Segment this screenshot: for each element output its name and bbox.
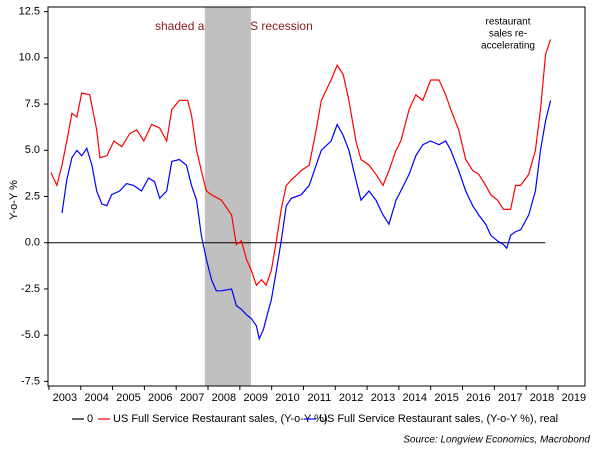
legend-label: 0 — [87, 413, 93, 425]
y-axis-label: Y-o-Y % — [8, 180, 20, 220]
x-tick-label: 2012 — [339, 392, 363, 404]
y-tick-label: 7.5 — [25, 98, 40, 110]
x-tick-label: 2016 — [466, 392, 490, 404]
x-tick-label: 2006 — [148, 392, 172, 404]
legend-label: US Full Service Restaurant sales, (Y-o-Y… — [319, 413, 558, 425]
callout-line: restaurant — [485, 17, 530, 28]
y-tick-label: -2.5 — [21, 283, 40, 295]
callout-line: sales re- — [489, 29, 527, 40]
x-tick-label: 2015 — [434, 392, 458, 404]
y-tick-label: -5.0 — [21, 329, 40, 341]
y-tick-label: 2.5 — [25, 190, 40, 202]
source: Source: Longview Economics, Macrobond — [403, 435, 590, 446]
y-tick-label: 10.0 — [19, 52, 40, 64]
x-tick-label: 2008 — [212, 392, 236, 404]
x-tick-label: 2010 — [275, 392, 299, 404]
x-tick-label: 2007 — [180, 392, 204, 404]
x-tick-label: 2009 — [243, 392, 267, 404]
x-tick-label: 2004 — [84, 392, 108, 404]
plot-frame — [47, 6, 586, 387]
x-tick-label: 2018 — [530, 392, 554, 404]
recession-shade — [204, 7, 251, 386]
x-tick-label: 2005 — [116, 392, 140, 404]
x-tick-label: 2011 — [308, 392, 332, 404]
legend-label: US Full Service Restaurant sales, (Y-o-Y… — [113, 413, 328, 425]
y-tick-label: -7.5 — [21, 375, 40, 387]
y-tick-label: 12.5 — [19, 6, 40, 18]
series-line — [61, 100, 552, 341]
x-tick-label: 2014 — [403, 392, 427, 404]
callout-line: accelerating — [481, 41, 535, 52]
y-tick-label: 5.0 — [25, 144, 40, 156]
x-tick-label: 2003 — [53, 392, 77, 404]
y-tick-label: 0.0 — [25, 237, 40, 249]
x-tick-label: 2017 — [498, 392, 522, 404]
series-line — [50, 39, 552, 287]
x-tick-label: 2019 — [562, 392, 586, 404]
x-tick-label: 2013 — [371, 392, 395, 404]
